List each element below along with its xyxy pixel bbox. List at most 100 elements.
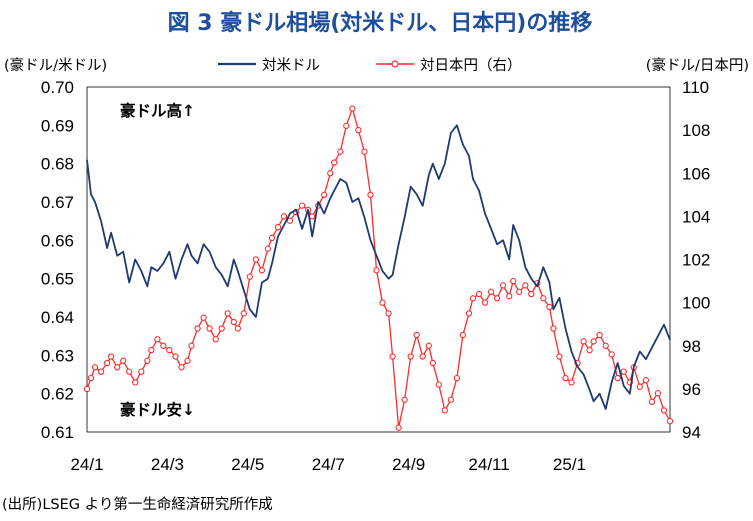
jpy-point <box>91 364 99 371</box>
jpy-point <box>148 346 155 354</box>
y-tick-label: 0.61 <box>41 423 74 442</box>
legend-jpy-marker <box>391 60 399 68</box>
y2-tick-label: 94 <box>682 423 701 442</box>
jpy-point <box>188 342 195 349</box>
jpy-point <box>481 299 489 306</box>
jpy-point <box>87 374 95 382</box>
jpy-point <box>331 159 338 166</box>
jpy-point <box>154 336 161 343</box>
y-tick-label: 0.66 <box>41 231 74 250</box>
jpy-point <box>654 390 662 397</box>
jpy-point <box>286 217 294 224</box>
jpy-point <box>516 288 523 295</box>
jpy-point <box>274 224 282 231</box>
jpy-point <box>298 202 306 209</box>
jpy-point <box>453 374 461 382</box>
jpy-point <box>546 303 553 311</box>
jpy-point <box>172 353 179 360</box>
jpy-point <box>138 368 145 375</box>
y-tick-label: 0.62 <box>41 385 74 404</box>
jpy-point <box>425 342 432 349</box>
y-tick-label: 0.70 <box>41 78 74 97</box>
jpy-point <box>590 338 597 345</box>
jpy-point <box>459 331 467 339</box>
x-tick-label: 24/3 <box>151 455 184 474</box>
jpy-point <box>499 282 507 289</box>
jpy-point <box>580 338 587 345</box>
jpy-point <box>206 325 213 332</box>
jpy-point <box>596 331 603 339</box>
jpy-point <box>218 325 225 332</box>
jpy-point <box>413 331 420 339</box>
jpy-point <box>144 357 151 364</box>
annotation-aud-strong: 豪ドル高↑ <box>120 101 195 120</box>
x-tick-label: 24/9 <box>392 455 425 474</box>
source-note: (出所)LSEG より第一生命経済研究所作成 <box>2 495 273 513</box>
jpy-point <box>395 424 402 431</box>
jpy-point <box>178 364 185 371</box>
jpy-point <box>107 353 115 360</box>
jpy-point <box>224 310 231 317</box>
y-tick-label: 0.63 <box>41 346 74 365</box>
jpy-point <box>429 359 436 367</box>
jpy-point <box>568 379 575 386</box>
jpy-point <box>280 213 288 220</box>
jpy-point <box>389 353 396 360</box>
x-tick-label: 24/5 <box>231 455 264 474</box>
jpy-point <box>230 318 237 326</box>
jpy-point <box>407 353 414 360</box>
jpy-point <box>447 396 455 403</box>
y-tick-label: 0.69 <box>41 116 74 135</box>
jpy-point <box>401 396 408 403</box>
jpy-point <box>419 353 426 360</box>
jpy-point <box>556 353 563 360</box>
x-tick-label: 25/1 <box>553 455 586 474</box>
jpy-point <box>240 310 247 317</box>
jpy-point <box>160 342 167 349</box>
y2-tick-label: 100 <box>682 294 710 313</box>
jpy-point <box>636 383 643 390</box>
series-line-usd <box>86 124 671 410</box>
jpy-point <box>184 357 191 364</box>
left-axis-ticks: 0.70 0.69 0.68 0.67 0.66 0.65 0.64 0.63 0.62 0.61 <box>41 78 74 442</box>
x-axis-ticks: 24/1 24/3 24/5 24/7 24/9 24/11 25/1 <box>70 455 586 474</box>
jpy-point <box>487 288 495 295</box>
jpy-point <box>234 325 241 332</box>
jpy-point <box>200 314 207 321</box>
jpy-point <box>114 364 121 371</box>
y2-tick-label: 106 <box>682 164 710 183</box>
x-tick-label: 24/1 <box>70 455 103 474</box>
jpy-point <box>385 310 392 317</box>
jpy-point <box>602 342 609 349</box>
jpy-point <box>648 398 656 405</box>
jpy-point <box>349 105 356 112</box>
jpy-point <box>435 381 442 388</box>
series-jpy <box>83 105 674 431</box>
jpy-point <box>367 191 374 198</box>
jpy-point <box>469 295 477 302</box>
jpy-point <box>379 299 386 306</box>
jpy-point <box>562 374 569 382</box>
y2-tick-label: 110 <box>682 78 709 97</box>
jpy-point <box>252 256 260 263</box>
y2-tick-label: 96 <box>682 380 701 399</box>
y2-tick-label: 98 <box>682 337 701 356</box>
right-axis-unit: (豪ドル/日本円) <box>646 57 749 74</box>
jpy-point <box>264 245 272 252</box>
jpy-point <box>194 325 201 332</box>
jpy-point <box>212 336 219 343</box>
jpy-point <box>132 379 139 386</box>
y-tick-label: 0.67 <box>41 193 74 212</box>
legend: 対米ドル 対日本円（右） <box>218 57 522 74</box>
y2-tick-label: 108 <box>682 121 710 140</box>
legend-jpy-label: 対日本円（右） <box>420 57 522 74</box>
jpy-point <box>373 267 380 274</box>
jpy-point <box>258 267 266 274</box>
x-tick-label: 24/11 <box>468 455 509 474</box>
jpy-point <box>666 418 674 425</box>
jpy-point <box>97 368 105 375</box>
right-axis-ticks: 110 108 106 104 102 100 98 96 94 <box>682 78 710 442</box>
plot-area-frame <box>86 86 671 433</box>
jpy-point <box>493 295 501 302</box>
jpy-point <box>528 290 535 298</box>
